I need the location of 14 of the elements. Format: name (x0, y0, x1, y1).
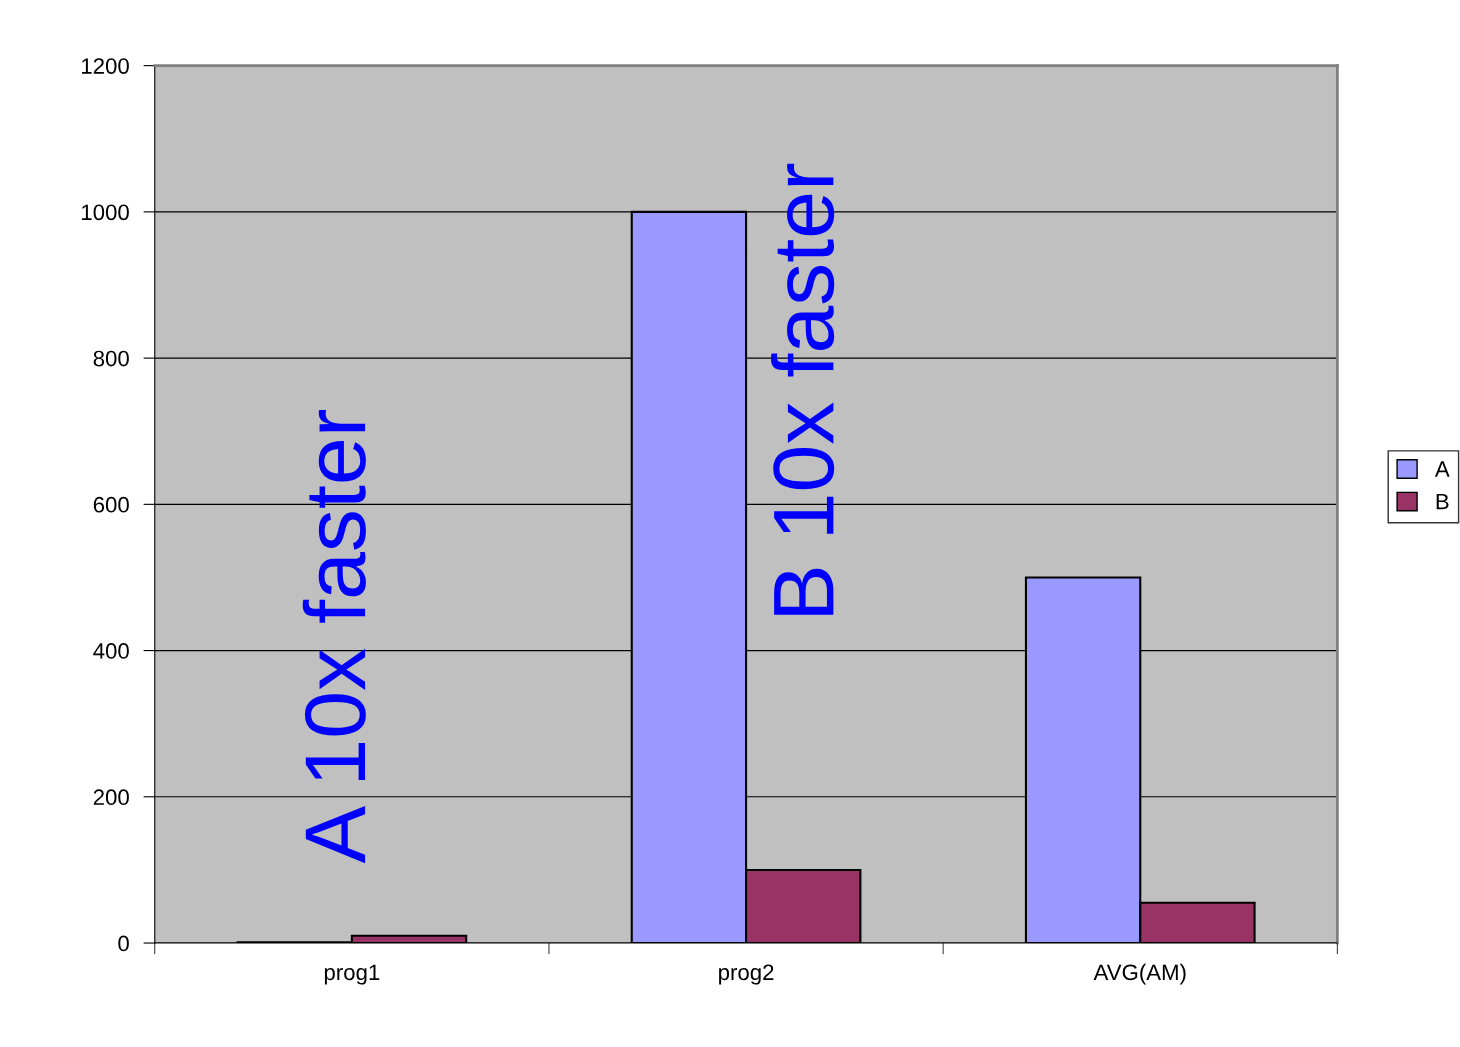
y-tick-label: 400 (93, 643, 129, 659)
y-tick-label: 200 (93, 789, 129, 806)
annotation: A 10x faster (302, 409, 366, 864)
x-tick-label: prog1 (324, 964, 380, 985)
x-tick-label: AVG(AM) (1093, 963, 1186, 985)
x-tick-label: prog2 (719, 964, 774, 985)
y-tick-label: 600 (93, 496, 129, 513)
legend-label: B (1436, 493, 1449, 510)
y-tick-label: 1200 (82, 58, 129, 74)
annotation: B 10x faster (771, 163, 835, 615)
y-tick-label: 1000 (82, 204, 129, 221)
y-tick-label: 800 (93, 350, 129, 367)
y-tick-label: 0 (118, 935, 129, 952)
legend-label: A (1434, 461, 1450, 477)
